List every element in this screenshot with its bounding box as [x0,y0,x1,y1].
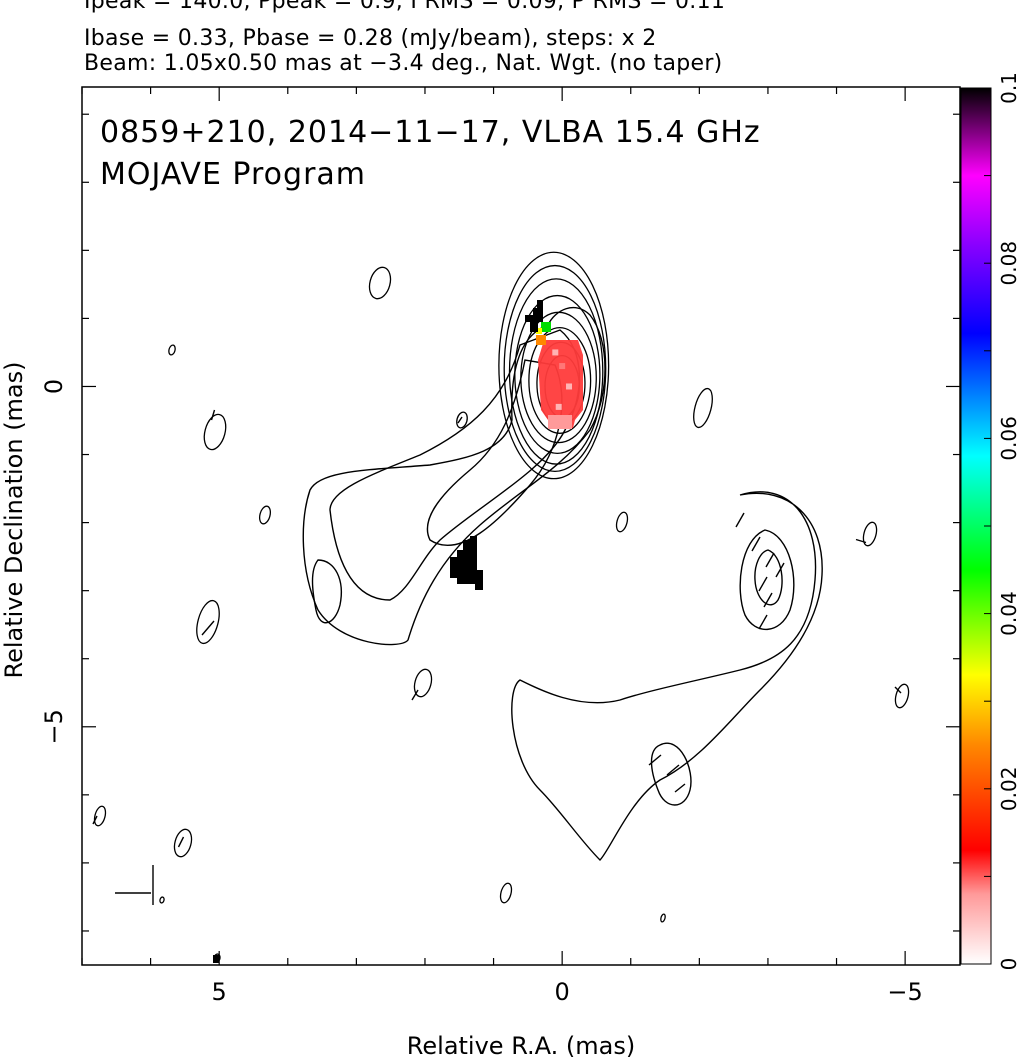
polarization-vector [894,686,902,694]
x-axis-title: Relative R.A. (mas) [407,1032,635,1060]
x-tick-label: −5 [887,978,922,1006]
noise-contour [168,344,176,356]
y-tick-label: 0 [40,379,68,394]
polarization-pixel [559,363,566,370]
jet-contour-2 [329,329,581,601]
chart-title-line-1: 0859+210, 2014−11−17, VLBA 15.4 GHz [100,115,761,150]
polarization-vector [210,409,216,421]
core-polarization-edge [548,415,572,429]
polarization-pixel [536,328,542,334]
polarization-pixel [566,383,573,390]
ne-component-outer-contour [511,491,823,861]
polarization-pixel [552,349,559,356]
polarization-vector [758,614,768,630]
polarization-pixel [213,955,219,963]
polarization-pixel [536,335,546,345]
noise-contour [693,387,713,429]
noise-contour [368,266,392,300]
core-contour [508,278,604,465]
contour-layer [92,251,910,963]
colorbar-tick-label: 0 [997,958,1021,971]
polarization-vector [201,620,215,636]
core-contour [498,251,610,480]
noise-contour [203,413,227,451]
colorbar-tick-label: 0.1 [997,72,1021,104]
core-polarization-patch [538,340,583,428]
noise-contour [173,828,193,858]
core-contour [528,327,592,434]
polarization-vector [763,592,773,608]
axis-ticks [81,87,960,965]
polarization-vector [674,783,686,793]
outer-jet-contour [302,306,606,646]
polarization-pixel-block [525,300,543,332]
colorbar-tick-label: 0.04 [997,591,1021,636]
polarization-vector [758,576,768,592]
polarization-pixel-block [450,536,483,590]
noise-contour [499,882,513,904]
colorbar-tick-label: 0.06 [997,416,1021,461]
plot-frame [81,86,961,966]
polarization-vector [648,754,662,766]
colorbar-ticks: 0 0.02 0.04 0.06 0.08 0.1 [984,72,1021,970]
chart-title-line-2: MOJAVE Program [100,157,366,192]
colorbar-tick-label: 0.08 [997,241,1021,286]
header-line-2: Ibase = 0.33, Pbase = 0.28 (mJy/beam), s… [84,26,657,51]
polarization-vector [177,836,185,848]
noise-contour [615,511,629,533]
sw-blob-contour [311,559,342,624]
polarization-vector [411,689,419,701]
polarization-vector [735,512,745,528]
polarization-vector [751,536,761,552]
polarization-vector [92,815,98,825]
se-blob-contour [650,742,692,806]
noise-contour [862,521,878,547]
polarization-vector [666,764,680,776]
polarization-pixel [555,403,562,410]
axis-tick-labels: 5 0 −5 0 −5 [40,379,923,1006]
ne-component-inner-contour [739,529,795,631]
y-axis-title: Relative Declination (mas) [0,361,28,678]
polarization-vector [765,552,775,568]
noise-contour [159,896,165,904]
polarization-pixel [541,322,551,332]
colorbar-tick-label: 0.02 [997,767,1021,812]
noise-contour [258,505,272,525]
header-line-1: Ipeak = 140.0, Ppeak = 0.9, I RMS = 0.09… [84,0,726,14]
noise-contour [93,805,107,827]
core-contour [503,264,607,473]
noise-contour [413,668,433,698]
polarization-vector [855,538,867,544]
noise-contour [196,599,220,645]
noise-contour [894,683,910,709]
noise-contour [660,913,666,923]
header-line-3: Beam: 1.05x0.50 mas at −3.4 deg., Nat. W… [84,51,723,76]
y-tick-label: −5 [40,709,68,744]
polarization-vector [457,416,463,424]
noise-contour [456,411,468,429]
x-tick-label: 5 [212,978,227,1006]
polarization-layer [213,300,583,963]
x-tick-label: 0 [555,978,570,1006]
polarization-vector [775,562,785,578]
ne-component-core-contour [754,549,783,606]
jet-contour-3 [426,359,563,546]
